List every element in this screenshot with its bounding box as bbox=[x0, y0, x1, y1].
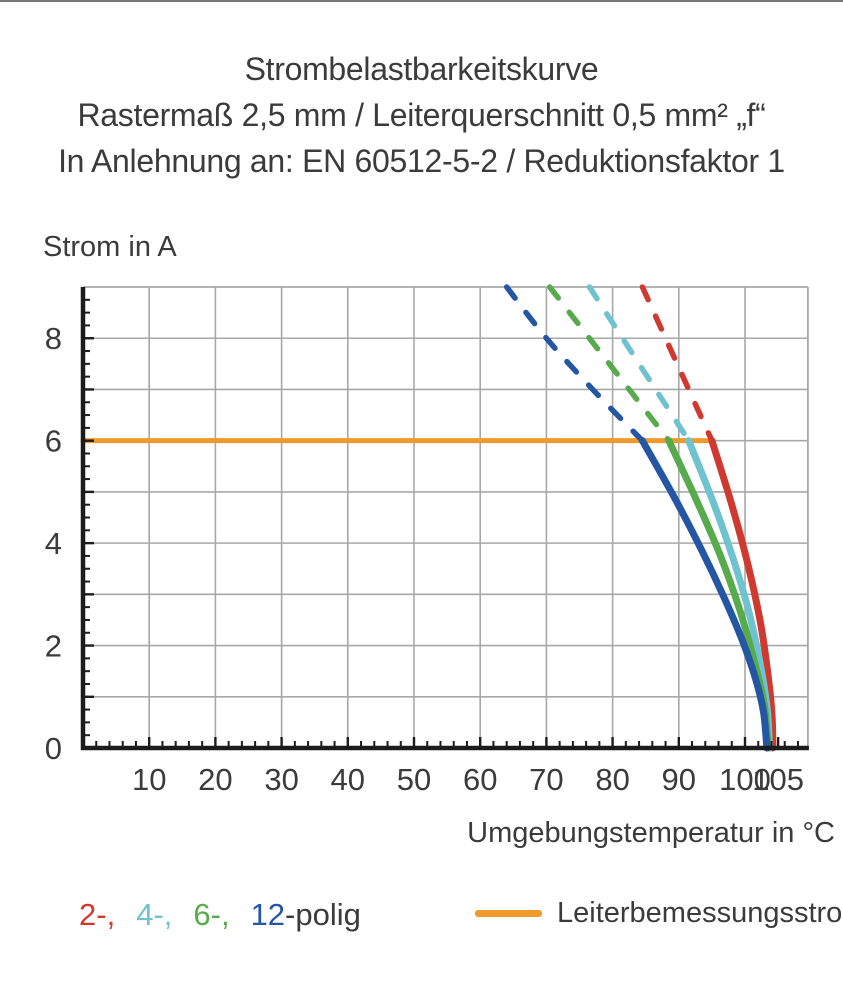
curve-12-polig-dashed bbox=[503, 284, 646, 444]
legend-pole-counts: 2-, 4-, 6-, 12 -polig bbox=[79, 897, 361, 933]
x-tick-label-80: 80 bbox=[595, 762, 629, 797]
reference-line-label: Leiterbemessungsstrom bbox=[557, 897, 843, 929]
legend-reference-current: Leiterbemessungsstrom bbox=[475, 897, 843, 930]
y-tick-label-6: 6 bbox=[45, 424, 62, 459]
y-tick-label-4: 4 bbox=[45, 526, 62, 561]
x-tick-label-90: 90 bbox=[662, 762, 696, 797]
x-tick-label-20: 20 bbox=[198, 762, 232, 797]
legend-item-4-polig: 4-, bbox=[136, 897, 173, 932]
chart-title-line-3: In Anlehnung an: EN 60512-5-2 / Reduktio… bbox=[58, 143, 785, 179]
legend-suffix-polig: -polig bbox=[285, 897, 361, 932]
reference-line-swatch bbox=[475, 910, 542, 917]
curve-2-polig-solid bbox=[708, 437, 777, 752]
chart-title-block: Strombelastbarkeitskurve Rastermaß 2,5 m… bbox=[0, 46, 843, 184]
legend-item-12-polig-group: 12 -polig bbox=[251, 897, 361, 933]
curve-4-polig-dashed bbox=[586, 284, 692, 444]
legend-item-2-polig: 2-, bbox=[79, 897, 116, 932]
y-tick-label-2: 2 bbox=[45, 629, 62, 664]
x-tick-label-40: 40 bbox=[331, 762, 365, 797]
y-tick-label-8: 8 bbox=[45, 321, 62, 356]
chart-title-line-1: Strombelastbarkeitskurve bbox=[244, 51, 599, 87]
x-axis-title: Umgebungstemperatur in °C bbox=[467, 817, 835, 849]
legend-item-12-polig: 12 bbox=[250, 897, 286, 932]
x-tick-label-30: 30 bbox=[264, 762, 298, 797]
curve-2-polig-dashed bbox=[639, 284, 715, 444]
curve-12-polig-solid bbox=[638, 437, 771, 752]
legend-item-6-polig: 6-, bbox=[193, 897, 230, 932]
x-tick-label-60: 60 bbox=[463, 762, 497, 797]
curve-6-polig-dashed bbox=[546, 284, 672, 444]
x-tick-label-10: 10 bbox=[132, 762, 166, 797]
x-tick-label-70: 70 bbox=[529, 762, 563, 797]
page-top-border bbox=[0, 0, 843, 2]
x-tick-label-50: 50 bbox=[397, 762, 431, 797]
y-axis-title: Strom in A bbox=[43, 231, 177, 263]
x-tick-label-100: 100 bbox=[719, 762, 771, 797]
chart-title-line-2: Rastermaß 2,5 mm / Leiterquerschnitt 0,5… bbox=[77, 97, 766, 133]
y-tick-label-0: 0 bbox=[45, 731, 62, 766]
x-tick-label-105: 105 bbox=[752, 762, 804, 797]
